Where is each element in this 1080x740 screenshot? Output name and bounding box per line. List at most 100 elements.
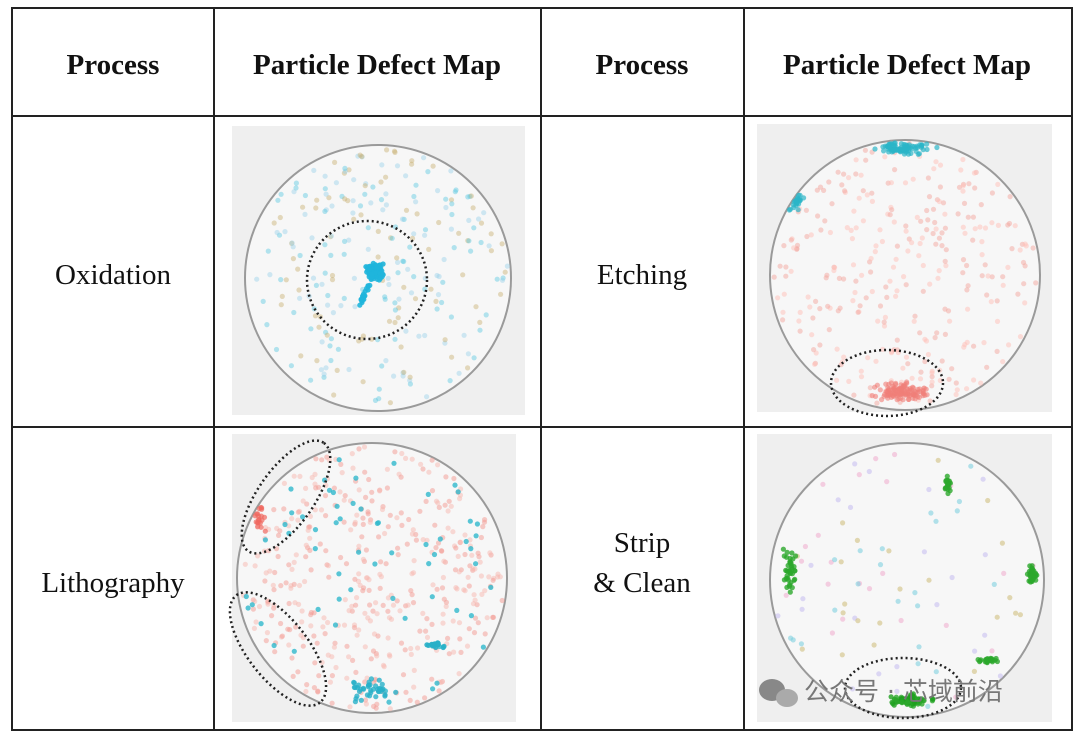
defect-dot [243,593,249,600]
defect-dot [891,386,897,392]
defect-dot [944,473,950,479]
defect-dot [499,241,505,247]
defect-dot [926,577,932,583]
defect-dot [1017,612,1024,618]
defect-dot [827,229,834,236]
defect-dot [321,374,327,380]
defect-dot [395,545,401,551]
defect-dot [471,630,478,636]
defect-dot [436,688,442,694]
defect-dot [1006,342,1012,348]
defect-dot [482,588,488,594]
defect-dot [919,235,925,241]
defect-dot [997,673,1004,679]
defect-dot [872,384,878,390]
defect-dot [341,519,347,525]
defect-dot [903,354,910,360]
defect-dot [933,159,939,165]
defect-dot [272,649,278,655]
defect-dot [318,507,325,513]
defect-dot [899,699,905,705]
defect-dot [962,230,968,236]
defect-dot [797,309,803,315]
defect-dot [894,393,900,399]
defect-dot [394,163,401,169]
defect-dot [293,624,299,630]
defect-dot [804,233,810,240]
defect-dot [435,462,441,468]
defect-dot [369,271,375,277]
defect-dot [333,664,339,671]
defect-dot [356,627,362,633]
defect-dot [933,226,939,232]
defect-dot [388,235,394,241]
defect-dot [395,259,401,265]
defect-dot [914,143,920,149]
defect-dot [820,481,826,487]
defect-dot [398,474,404,480]
defect-dot [251,625,257,632]
defect-dot [1000,274,1006,280]
defect-dot [793,553,799,559]
defect-dot [793,199,799,205]
defect-dot [278,302,284,308]
defect-dot [441,256,447,263]
defect-dot [502,269,508,275]
defect-dot [374,611,380,617]
defect-dot [355,153,361,159]
defect-dot [872,146,878,152]
defect-dot [934,330,940,336]
defect-dot [313,456,319,462]
defect-dot [350,657,356,664]
defect-dot [999,540,1006,546]
defect-dot [852,461,858,467]
defect-dot [405,266,411,272]
defect-dot [805,294,811,300]
defect-dot [307,547,313,554]
defect-dot [849,686,856,692]
defect-dot [383,191,389,197]
defect-dot [451,475,457,482]
defect-dot [392,319,398,326]
defect-dot [376,277,382,283]
defect-dot [815,532,821,538]
defect-dot [798,558,805,564]
defect-dot [490,577,496,583]
defect-dot [264,630,270,636]
defect-dot [407,374,413,380]
defect-dot [289,566,295,573]
defect-dot [893,380,899,386]
defect-dot [357,203,364,209]
defect-dot [441,558,447,564]
defect-dot [409,235,416,241]
defect-dot [392,449,398,455]
defect-dot [810,315,816,321]
defect-dot [465,574,471,580]
defect-dot [481,210,487,216]
defect-dot [797,328,803,334]
defect-dot [366,476,372,483]
defect-dot [893,694,899,700]
defect-dot [360,515,366,521]
defect-dot [299,608,305,614]
defect-dot [869,198,876,204]
defect-dot [943,247,949,253]
defect-dot [441,596,447,602]
defect-dot [979,252,985,258]
defect-dot [365,509,371,515]
defect-dot [467,518,473,524]
defect-dot [982,552,988,558]
defect-dot [365,615,371,621]
defect-dot [466,217,472,223]
defect-dot [841,354,847,360]
defect-dot [385,524,391,530]
defect-dot [452,189,458,195]
header-cell: Process [67,49,160,81]
defect-dot [924,207,930,214]
defect-dot [331,392,337,398]
defect-dot [802,543,809,550]
defect-dot [326,574,332,580]
defect-dot [311,633,317,639]
defect-dot [875,318,881,324]
defect-dot [267,568,273,574]
